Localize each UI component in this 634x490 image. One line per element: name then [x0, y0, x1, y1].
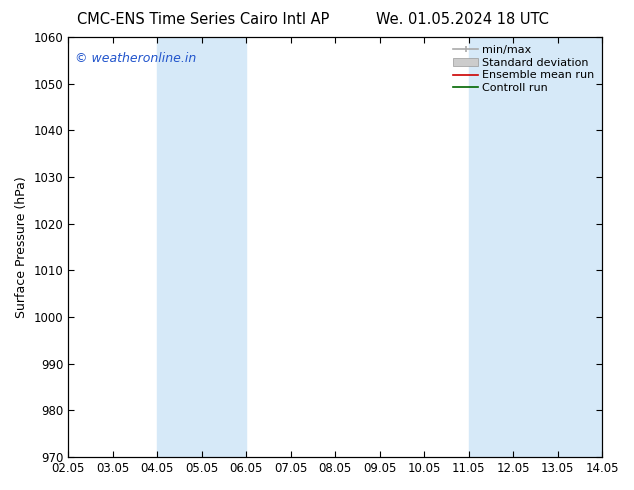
- Legend: min/max, Standard deviation, Ensemble mean run, Controll run: min/max, Standard deviation, Ensemble me…: [451, 43, 597, 96]
- Text: © weatheronline.in: © weatheronline.in: [75, 52, 196, 65]
- Bar: [469, 37, 558, 457]
- Bar: [558, 37, 634, 457]
- Y-axis label: Surface Pressure (hPa): Surface Pressure (hPa): [15, 176, 28, 318]
- Bar: [157, 37, 246, 457]
- Text: CMC-ENS Time Series Cairo Intl AP: CMC-ENS Time Series Cairo Intl AP: [77, 12, 329, 27]
- Text: We. 01.05.2024 18 UTC: We. 01.05.2024 18 UTC: [377, 12, 549, 27]
